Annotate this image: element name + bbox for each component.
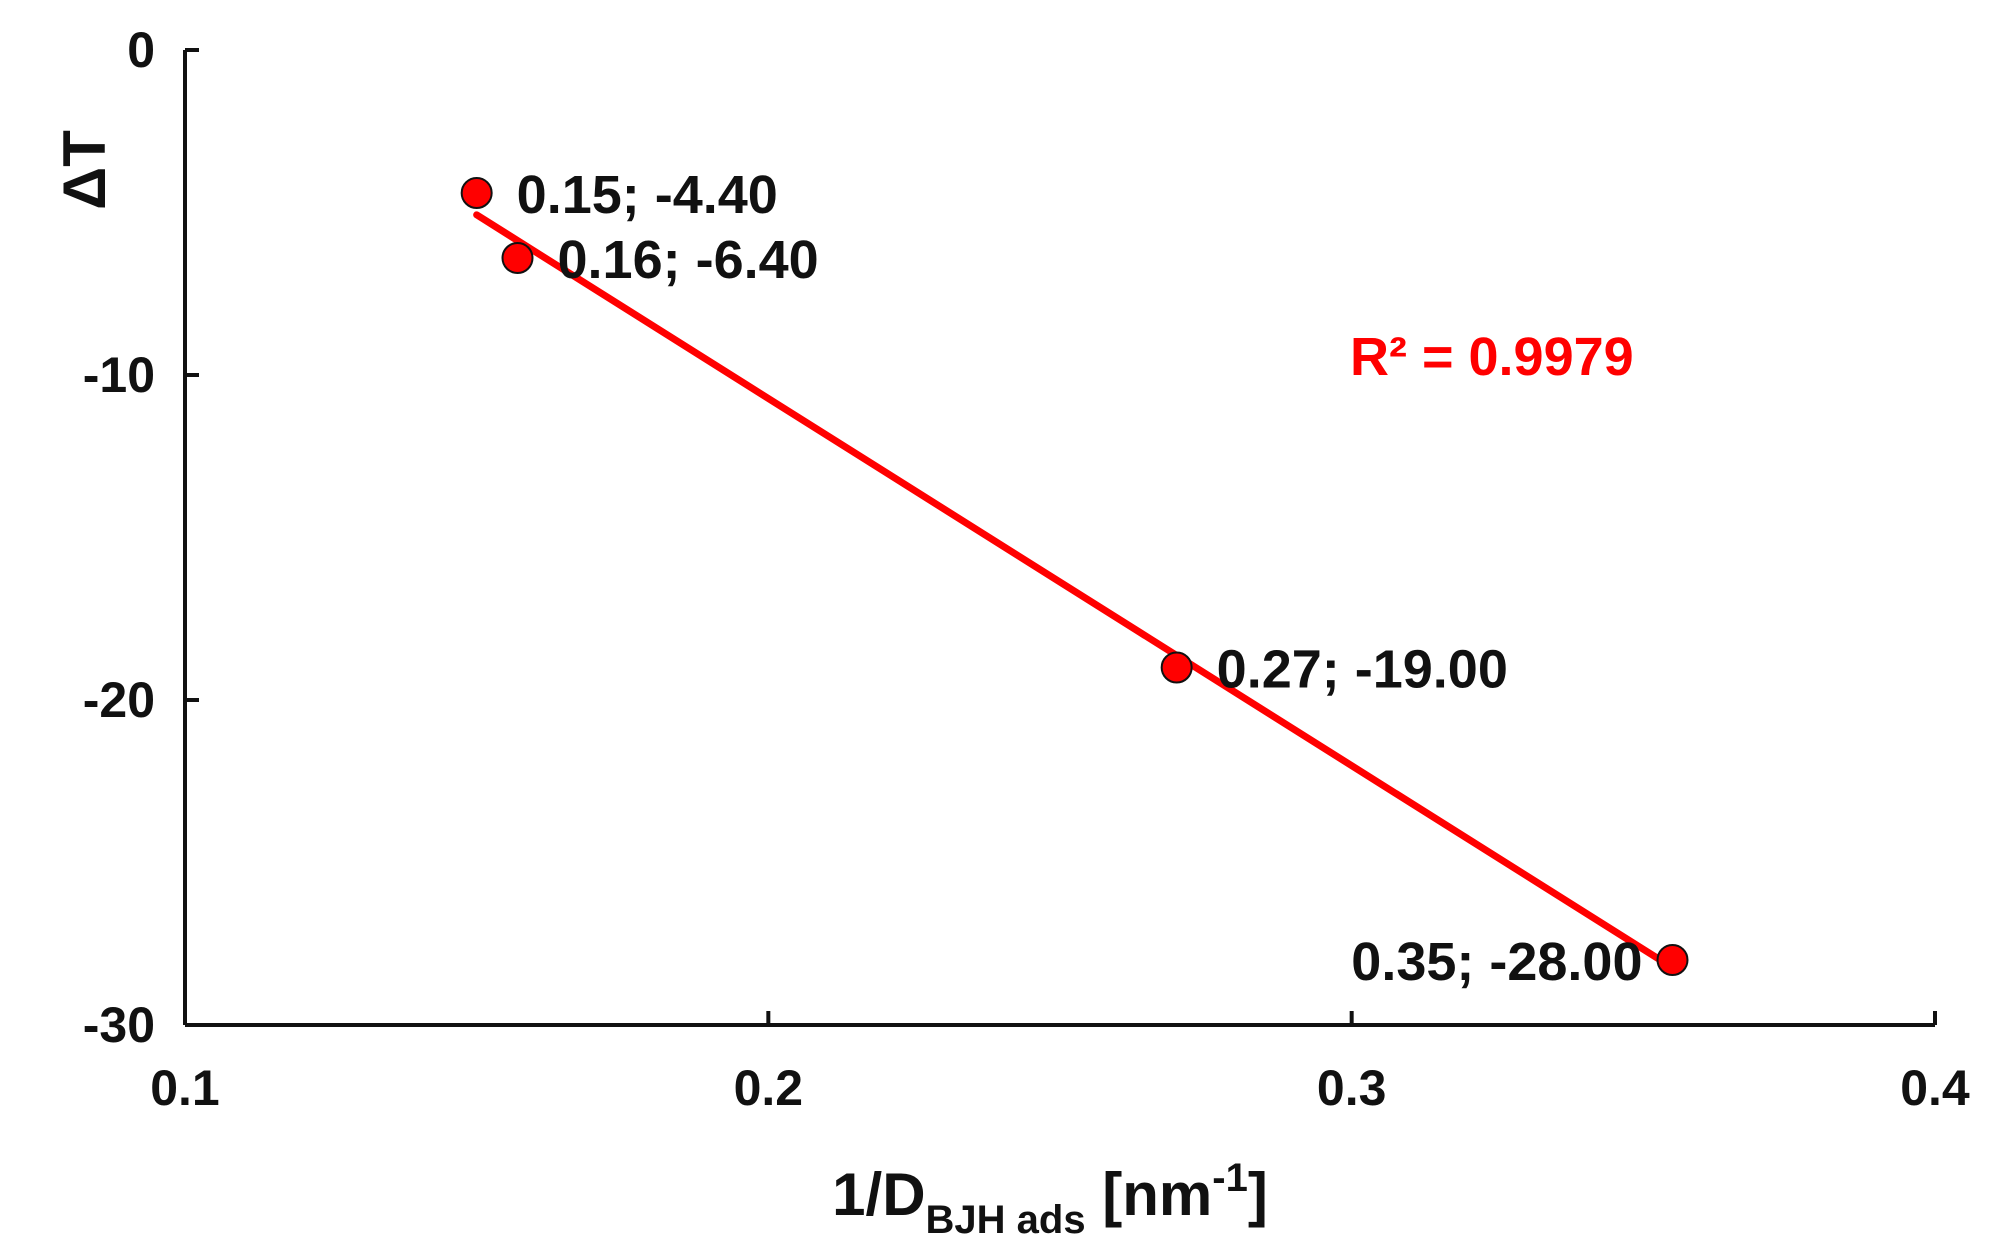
x-axis-title-unit-close: ] (1248, 1161, 1268, 1228)
trendline-group (473, 211, 1676, 972)
y-tick-label: -30 (83, 997, 155, 1053)
x-tick-label: 0.4 (1900, 1060, 1970, 1116)
data-point (1160, 651, 1193, 684)
y-tick-label: -20 (83, 672, 155, 728)
x-tick-label: 0.2 (734, 1060, 804, 1116)
y-tick-label: 0 (127, 22, 155, 78)
data-label: 0.35; -28.00 (1351, 932, 1642, 992)
points-group (460, 177, 1689, 976)
x-axis-title-unit-superscript: -1 (1212, 1156, 1248, 1200)
y-axis-title: ΔT (51, 130, 118, 210)
ticks: 0.1 0.2 0.3 0.4 0 -10 -20 -30 (83, 22, 1970, 1116)
trendline (473, 211, 1676, 972)
y-tick-label: -10 (83, 347, 155, 403)
data-label: 0.16; -6.40 (558, 230, 819, 290)
data-label: 0.27; -19.00 (1217, 640, 1508, 700)
x-tick-label: 0.1 (150, 1060, 220, 1116)
r-squared-label: R² = 0.9979 (1350, 327, 1634, 387)
data-point (1656, 944, 1689, 976)
x-axis-title-unit-open: [nm (1086, 1161, 1213, 1228)
axes (183, 50, 1935, 1027)
data-label: 0.15; -4.40 (517, 165, 778, 225)
x-axis-title: 1/DBJH ads [nm-1] (832, 1156, 1268, 1242)
x-axis-title-subscript: BJH ads (926, 1198, 1086, 1242)
data-point (501, 242, 534, 274)
data-point (460, 177, 493, 209)
x-tick-label: 0.3 (1317, 1060, 1387, 1116)
x-axis-title-prefix: 1/D (832, 1161, 925, 1228)
point-labels-group: 0.15; -4.400.16; -6.40 0.27; -19.00 0.35; … (517, 165, 1643, 992)
